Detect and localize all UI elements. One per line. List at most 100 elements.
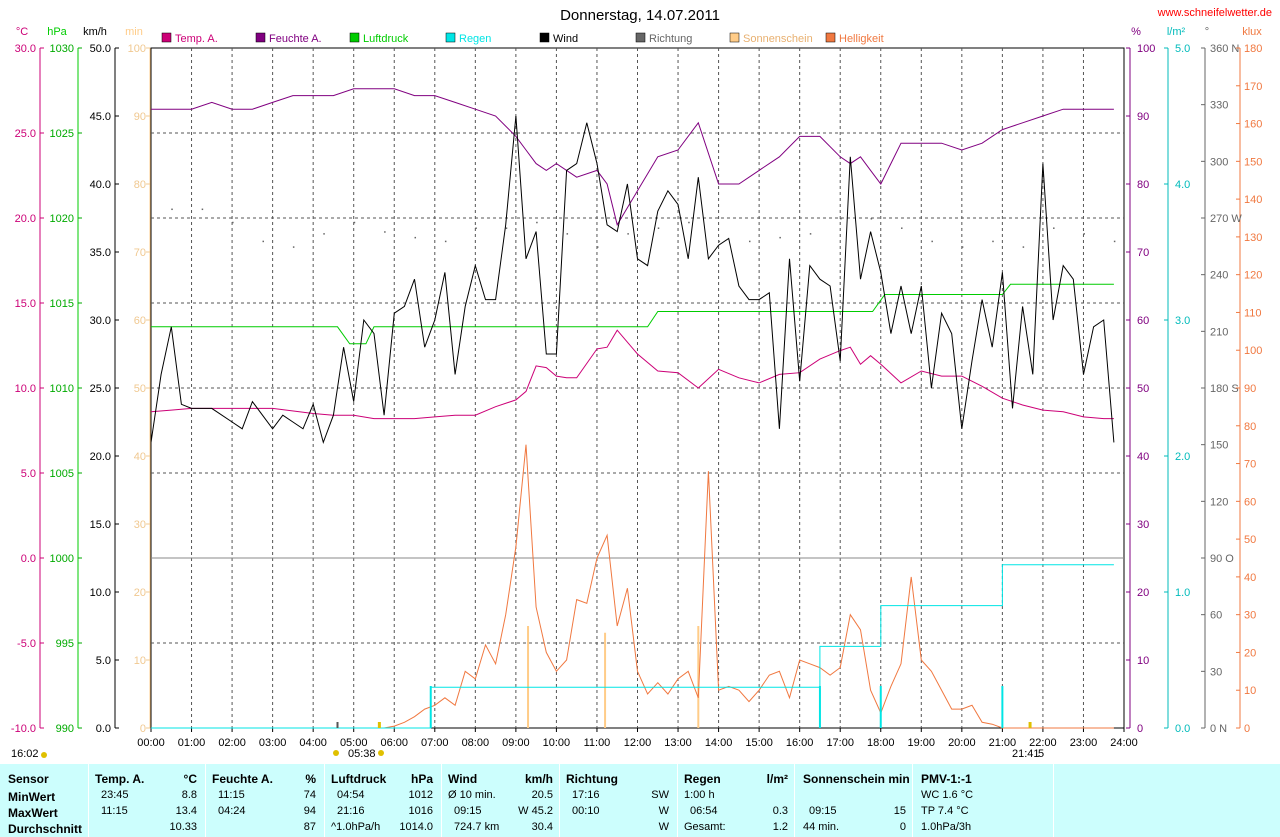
brightness-tick-label: 100 bbox=[1244, 345, 1262, 357]
series-layer bbox=[150, 88, 1116, 729]
direction-head: Richtung bbox=[566, 772, 618, 786]
wind-max: W 45.2 bbox=[518, 805, 553, 817]
direction-tick-label: 210 bbox=[1210, 326, 1228, 338]
wind-tick-label: 35.0 bbox=[90, 247, 111, 259]
wind-tick-label: 15.0 bbox=[90, 519, 111, 531]
rain-line bbox=[151, 564, 1114, 729]
time-tick-label: 23:00 bbox=[1070, 737, 1098, 749]
sunshine-tick-label: 20 bbox=[134, 587, 146, 599]
stats-col-direction: Richtung 17:16 SW 00:10 W W bbox=[560, 764, 677, 837]
current-time-icon bbox=[41, 752, 47, 758]
legend: Temp. A. Feuchte A. Luftdruck Regen Wind Rich… bbox=[161, 32, 884, 45]
wind-tick-label: 0.0 bbox=[96, 723, 111, 735]
brightness-tick-label: 150 bbox=[1244, 156, 1262, 168]
pmv-tp: TP 7.4 °C bbox=[921, 805, 969, 817]
time-tick-label: 19:00 bbox=[908, 737, 936, 749]
legend-swatch bbox=[161, 32, 172, 43]
site-link[interactable]: www.schneifelwetter.de bbox=[1157, 7, 1272, 19]
legend-swatch bbox=[445, 32, 456, 43]
direction-tick-label: 120 bbox=[1210, 496, 1228, 508]
time-tick-label: 22:00 bbox=[1029, 737, 1057, 749]
rain-total-label: Gesamt: bbox=[684, 821, 726, 833]
wind-tick-label: 10.0 bbox=[90, 587, 111, 599]
brightness-tick-label: 40 bbox=[1244, 572, 1256, 584]
temp-axis-unit: °C bbox=[16, 26, 28, 38]
time-tick-label: 03:00 bbox=[259, 737, 287, 749]
brightness-axis-unit: klux bbox=[1242, 26, 1262, 38]
brightness-tick-label: 30 bbox=[1244, 610, 1256, 622]
time-tick-label: 09:00 bbox=[502, 737, 530, 749]
divider bbox=[794, 764, 795, 837]
legend-swatch bbox=[825, 32, 836, 43]
wind-tick-label: 25.0 bbox=[90, 383, 111, 395]
sunshine-r2-time: 09:15 bbox=[809, 805, 837, 817]
legend-swatch bbox=[255, 32, 266, 43]
direction-tick-label: 0 N bbox=[1210, 723, 1227, 735]
wind-tick-label: 50.0 bbox=[90, 43, 111, 55]
time-tick-label: 05:00 bbox=[340, 737, 368, 749]
direction-tick-label: 90 O bbox=[1210, 553, 1234, 565]
time-tick-label: 08:00 bbox=[462, 737, 490, 749]
brightness-tick-label: 140 bbox=[1244, 194, 1262, 206]
direction-point bbox=[505, 227, 508, 229]
direction-tick-label: 60 bbox=[1210, 610, 1222, 622]
sunshine-tick-label: 60 bbox=[134, 315, 146, 327]
pressure-unit: hPa bbox=[410, 772, 433, 786]
rain-r1-label: 1:00 h bbox=[684, 789, 715, 801]
humidity-tick-label: 20 bbox=[1137, 587, 1149, 599]
humidity-tick-label: 40 bbox=[1137, 451, 1149, 463]
divider bbox=[205, 764, 206, 837]
temp-unit: °C bbox=[183, 772, 197, 786]
legend-label: Wind bbox=[553, 33, 578, 45]
temp-tick-label: -10.0 bbox=[11, 723, 36, 735]
sunshine-tick-label: 80 bbox=[134, 179, 146, 191]
row-label-sensor: Sensor bbox=[8, 772, 49, 786]
temp-tick-label: 30.0 bbox=[15, 43, 36, 55]
chart-title: Donnerstag, 14.07.2011 bbox=[560, 7, 720, 24]
row-label-max: MaxWert bbox=[8, 806, 58, 820]
wind-unit: km/h bbox=[524, 772, 553, 786]
sunrise-icon bbox=[333, 750, 339, 756]
pmv-wc: WC 1.6 °C bbox=[921, 789, 974, 801]
direction-point bbox=[1053, 227, 1055, 229]
direction-tick-label: 240 bbox=[1210, 270, 1228, 282]
pressure-tick-label: 995 bbox=[56, 638, 74, 650]
humidity-tick-label: 0 bbox=[1137, 723, 1143, 735]
sunshine-tick-label: 30 bbox=[134, 519, 146, 531]
pressure-axis-unit: hPa bbox=[47, 26, 67, 38]
wind-avg10-label: Ø 10 min. bbox=[448, 789, 496, 801]
legend-swatch bbox=[349, 32, 360, 43]
wind-axis-unit: km/h bbox=[83, 26, 107, 38]
brightness-tick-label: 10 bbox=[1244, 685, 1256, 697]
temp-min: 8.8 bbox=[181, 789, 197, 801]
direction-r2-value: W bbox=[658, 805, 669, 817]
humidity-tick-label: 60 bbox=[1137, 315, 1149, 327]
row-label-avg: Durchschnitt bbox=[8, 822, 83, 836]
direction-point bbox=[353, 221, 356, 224]
stats-col-pmv: PMV-1:-1 WC 1.6 °C TP 7.4 °C 1.0hPa/3h bbox=[913, 764, 1053, 837]
time-tick-label: 17:00 bbox=[826, 737, 854, 749]
time-tick-label: 02:00 bbox=[218, 737, 246, 749]
time-tick-label: 14:00 bbox=[705, 737, 733, 749]
legend-label: Sonnenschein bbox=[743, 33, 813, 45]
divider bbox=[677, 764, 678, 837]
humidity-max-time: 04:24 bbox=[218, 805, 246, 817]
temp-tick-label: 10.0 bbox=[15, 383, 36, 395]
rain-tick-label: 4.0 bbox=[1175, 179, 1190, 191]
divider bbox=[324, 764, 325, 837]
direction-axis-unit: ° bbox=[1205, 26, 1209, 38]
time-tick-label: 15:00 bbox=[745, 737, 773, 749]
sunset-label: 21:41 bbox=[1012, 748, 1040, 760]
time-tick-label: 04:00 bbox=[299, 737, 327, 749]
humidity-tick-label: 80 bbox=[1137, 179, 1149, 191]
divider bbox=[1053, 764, 1054, 837]
time-tick-label: 18:00 bbox=[867, 737, 895, 749]
temp-min-time: 23:45 bbox=[101, 789, 129, 801]
humidity-tick-label: 70 bbox=[1137, 247, 1149, 259]
direction-tick-label: 30 bbox=[1210, 666, 1222, 678]
direction-point bbox=[1022, 246, 1025, 248]
legend-swatch bbox=[729, 32, 740, 43]
brightness-tick-label: 0 bbox=[1244, 723, 1250, 735]
sun-icon bbox=[378, 750, 384, 756]
sunshine-tick-label: 40 bbox=[134, 451, 146, 463]
